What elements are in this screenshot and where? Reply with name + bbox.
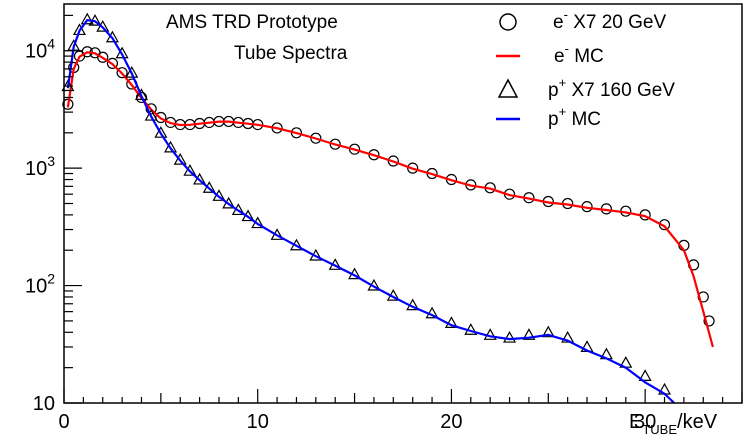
data-point (125, 65, 139, 78)
legend: e- X7 20 GeV e- MC p+ X7 160 GeV p+ MC (496, 7, 675, 130)
data-point (164, 140, 178, 153)
data-point (173, 152, 187, 165)
data-point (72, 23, 87, 36)
data-point (483, 328, 497, 340)
data-point (145, 103, 157, 115)
data-point (62, 98, 74, 110)
data-point (561, 330, 575, 343)
data-point (115, 46, 129, 59)
chart-subtitle: Tube Spectra (234, 43, 348, 64)
legend-label: e- X7 20 GeV (553, 7, 666, 33)
data-point (522, 328, 536, 340)
data-point (116, 67, 128, 79)
chart-title: AMS TRD Prototype (166, 12, 338, 33)
x-tick-label: 30 (634, 411, 656, 433)
data-point (703, 315, 715, 327)
data-point (97, 51, 109, 63)
data-point (81, 46, 93, 58)
series-line (66, 19, 675, 404)
x-axis-label: ETUBE/keV (629, 411, 718, 437)
data-point (106, 57, 119, 69)
data-point (638, 369, 652, 381)
x-tick-label: 0 (58, 411, 69, 433)
data-point (144, 108, 158, 121)
data-point (329, 138, 341, 150)
data-point (183, 164, 197, 176)
y-tick-label: 103 (25, 153, 55, 180)
legend-label: p+ MC (548, 104, 601, 130)
legend-label: p+ X7 160 GeV (548, 75, 675, 101)
data-point (80, 12, 94, 25)
legend-label: e- MC (554, 41, 604, 67)
legend-marker-circle (499, 13, 517, 31)
data-point (105, 30, 119, 43)
series-1 (66, 51, 714, 348)
series-line (66, 51, 714, 348)
data-point (541, 325, 555, 338)
legend-marker-triangle (497, 78, 519, 98)
data-point (407, 162, 419, 174)
x-tick-label: 10 (247, 411, 269, 433)
data-curves (61, 12, 715, 404)
data-point (134, 88, 149, 100)
data-point (444, 316, 458, 329)
y-tick-label: 104 (25, 36, 55, 63)
series-3 (66, 19, 675, 404)
data-point (154, 126, 168, 138)
data-point (503, 330, 517, 343)
y-tick-label: 102 (25, 271, 55, 298)
y-tick-label: 10 (33, 393, 55, 415)
x-tick-label: 20 (440, 411, 462, 433)
